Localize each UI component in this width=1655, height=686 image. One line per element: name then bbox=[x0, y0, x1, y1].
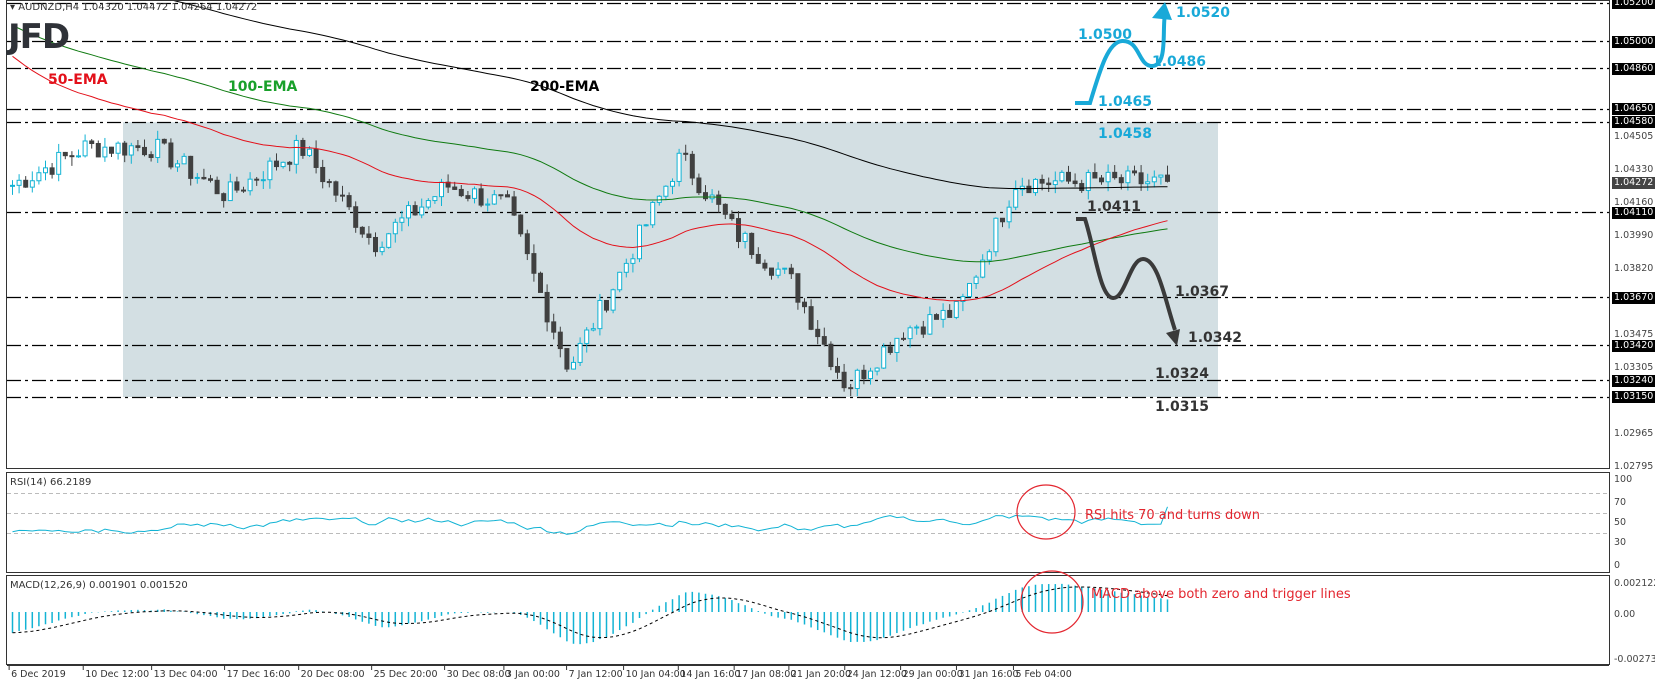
time-label: 20 Dec 08:00 bbox=[300, 669, 365, 680]
price-tick: 1.02965 bbox=[1614, 428, 1654, 439]
target-label-1: 1.0520 bbox=[1176, 5, 1231, 21]
ema50-label: 50-EMA bbox=[48, 72, 108, 88]
time-label: 14 Jan 16:00 bbox=[680, 669, 741, 680]
level-tag: 1.03670 bbox=[1612, 292, 1655, 304]
macd-tick: 0.002122 bbox=[1614, 578, 1655, 589]
time-label: 6 Dec 2019 bbox=[11, 669, 66, 680]
level-tag: 1.03240 bbox=[1612, 375, 1655, 387]
rsi-level-lines bbox=[7, 493, 1609, 534]
level-tag: 1.05000 bbox=[1612, 36, 1655, 48]
macd-panel-border bbox=[6, 575, 1610, 665]
rsi-tick: 30 bbox=[1614, 537, 1627, 548]
bullish-arrowhead-icon bbox=[1152, 2, 1172, 20]
level-tag: 1.05200 bbox=[1612, 0, 1655, 9]
rsi-annotation: RSI hits 70 and turns down bbox=[1085, 508, 1261, 523]
target-label-3: 1.0486 bbox=[1152, 54, 1207, 70]
time-label: 17 Dec 16:00 bbox=[226, 669, 291, 680]
symbol-header: ▾ AUDNZD,H4 1.04320 1.04472 1.04264 1.04… bbox=[10, 2, 258, 13]
jfd-logo: JFD bbox=[8, 17, 70, 57]
bullish-scenario-path bbox=[1075, 13, 1167, 105]
macd-histogram bbox=[11, 583, 1169, 645]
macd-annotation: MACD above both zero and trigger lines bbox=[1091, 587, 1351, 602]
horizontal-levels bbox=[7, 2, 1609, 399]
current-price-tag: 1.04272 bbox=[1612, 177, 1655, 189]
bearish-scenario-path bbox=[1076, 217, 1177, 331]
level-tag: 1.03150 bbox=[1612, 391, 1655, 403]
collapse-triangle-icon[interactable]: ▾ bbox=[10, 2, 16, 13]
support-label-2: 1.0367 bbox=[1175, 284, 1230, 300]
price-tick: 1.03305 bbox=[1614, 362, 1654, 373]
rsi-panel-border bbox=[6, 472, 1610, 573]
price-tick: 1.04330 bbox=[1614, 164, 1654, 175]
price-tick: 1.04505 bbox=[1614, 131, 1654, 142]
time-axis-ticks bbox=[7, 665, 1609, 670]
time-label: 3 Jan 00:00 bbox=[505, 669, 560, 680]
rsi-tick: 100 bbox=[1614, 474, 1633, 485]
level-tag: 1.04110 bbox=[1612, 207, 1655, 219]
price-candles bbox=[10, 130, 1170, 397]
time-label: 10 Dec 12:00 bbox=[85, 669, 150, 680]
price-tick: 1.03820 bbox=[1614, 263, 1654, 274]
support-label-4: 1.0324 bbox=[1155, 366, 1210, 382]
time-label: 31 Jan 16:00 bbox=[958, 669, 1019, 680]
time-label: 21 Jan 20:00 bbox=[790, 669, 852, 680]
bearish-arrowhead-icon bbox=[1166, 329, 1180, 346]
macd-label: MACD(12,26,9) 0.001901 0.001520 bbox=[10, 580, 188, 591]
level-tag: 1.04860 bbox=[1612, 63, 1655, 75]
time-label: 7 Jan 12:00 bbox=[568, 669, 623, 680]
price-tick: 1.03990 bbox=[1614, 230, 1654, 241]
time-label: 10 Jan 04:00 bbox=[625, 669, 686, 680]
rsi-highlight-circle bbox=[1016, 484, 1076, 540]
ema100-line bbox=[12, 24, 1168, 263]
support-label-5: 1.0315 bbox=[1155, 399, 1210, 415]
price-tick: 1.02795 bbox=[1614, 461, 1654, 472]
rsi-tick: 0 bbox=[1614, 560, 1621, 571]
time-label: 5 Feb 04:00 bbox=[1015, 669, 1072, 680]
time-label: 30 Dec 08:00 bbox=[446, 669, 511, 680]
target-label-2: 1.0500 bbox=[1078, 27, 1133, 43]
rsi-label: RSI(14) 66.2189 bbox=[10, 477, 92, 488]
macd-tick: 0.00 bbox=[1614, 609, 1636, 620]
ema100-label: 100-EMA bbox=[228, 79, 298, 95]
rsi-tick: 50 bbox=[1614, 517, 1627, 528]
price-tick: 1.03475 bbox=[1614, 329, 1654, 340]
consolidation-range-box bbox=[123, 122, 1218, 397]
macd-tick: -0.002736 bbox=[1614, 654, 1655, 665]
price-tick: 1.04160 bbox=[1614, 197, 1654, 208]
time-label: 25 Dec 20:00 bbox=[373, 669, 438, 680]
support-label-3: 1.0342 bbox=[1188, 330, 1243, 346]
level-tag: 1.04650 bbox=[1612, 103, 1655, 115]
level-tag: 1.03420 bbox=[1612, 340, 1655, 352]
macd-signal-line bbox=[12, 586, 1168, 639]
time-label: 29 Jan 00:00 bbox=[902, 669, 963, 680]
rsi-line bbox=[12, 506, 1168, 535]
macd-highlight-circle bbox=[1020, 570, 1084, 634]
time-label: 17 Jan 08:00 bbox=[736, 669, 797, 680]
time-label: 24 Jan 12:00 bbox=[846, 669, 907, 680]
target-label-4: 1.0465 bbox=[1098, 94, 1153, 110]
level-tag: 1.04580 bbox=[1612, 116, 1655, 128]
ema200-label: 200-EMA bbox=[530, 79, 600, 95]
price-panel-border bbox=[6, 0, 1610, 469]
ema50-line bbox=[12, 55, 1168, 302]
time-label: 13 Dec 04:00 bbox=[153, 669, 218, 680]
rsi-tick: 70 bbox=[1614, 497, 1627, 508]
target-label-5: 1.0458 bbox=[1098, 126, 1153, 142]
support-label-1: 1.0411 bbox=[1087, 199, 1142, 215]
ema200-line bbox=[169, 0, 1168, 190]
